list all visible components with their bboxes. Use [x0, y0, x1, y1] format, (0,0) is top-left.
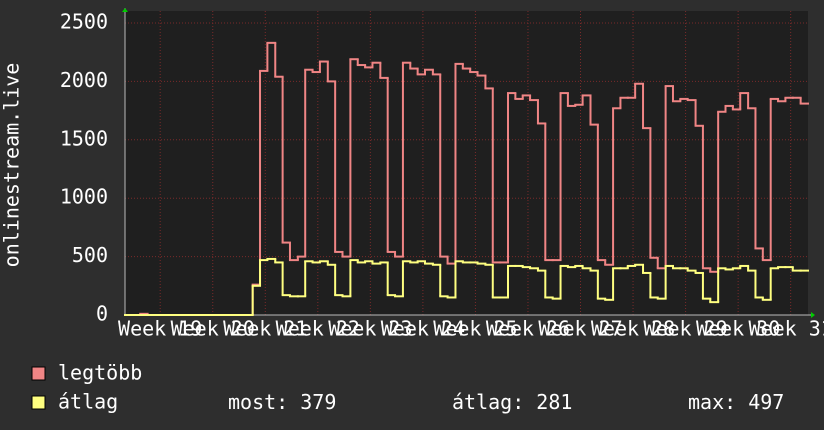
x-tick-label: Week 30: [696, 317, 780, 341]
legend-swatch: [31, 366, 46, 381]
legend-label: átlag: [58, 390, 118, 414]
x-tick-label: Week 31: [749, 317, 824, 341]
y-tick-label: 500: [72, 243, 108, 267]
stat: most: 379: [228, 390, 336, 414]
x-tick-label: Week 23: [328, 317, 412, 341]
y-tick-label: 2000: [60, 68, 108, 92]
x-tick-label: Week 20: [171, 317, 255, 341]
y-tick-label: 1000: [60, 185, 108, 209]
stat: átlag: 281: [452, 390, 572, 414]
y-tick-label: 0: [96, 302, 108, 326]
axis-arrow: [122, 8, 128, 12]
y-tick-label: 2500: [60, 10, 108, 34]
stat-label: most:: [228, 390, 288, 414]
x-tick-label: Week 19: [118, 317, 202, 341]
x-tick-label: Week 29: [643, 317, 727, 341]
x-tick-label: Week 22: [276, 317, 360, 341]
stat-value: 497: [748, 390, 784, 414]
stat: max: 497: [688, 390, 784, 414]
series-line: [124, 41, 809, 316]
x-tick-label: Week 25: [433, 317, 517, 341]
x-tick-label: Week 26: [486, 317, 570, 341]
x-tick-label: Week 21: [223, 317, 307, 341]
stat-value: 379: [300, 390, 336, 414]
x-tick-label: Week 24: [381, 317, 465, 341]
stat-label: max:: [688, 390, 736, 414]
stat-label: átlag:: [452, 390, 524, 414]
y-axis-title: onlinestream.live: [0, 63, 24, 268]
series-line: [124, 257, 809, 316]
axis-arrow: [811, 312, 815, 318]
stat-value: 281: [536, 390, 572, 414]
x-tick-label: Week 28: [591, 317, 675, 341]
legend-label: legtöbb: [58, 361, 142, 385]
x-tick-label: Week 27: [538, 317, 622, 341]
legend-swatch: [31, 395, 46, 410]
plot-area: [125, 11, 808, 315]
y-tick-label: 1500: [60, 126, 108, 150]
